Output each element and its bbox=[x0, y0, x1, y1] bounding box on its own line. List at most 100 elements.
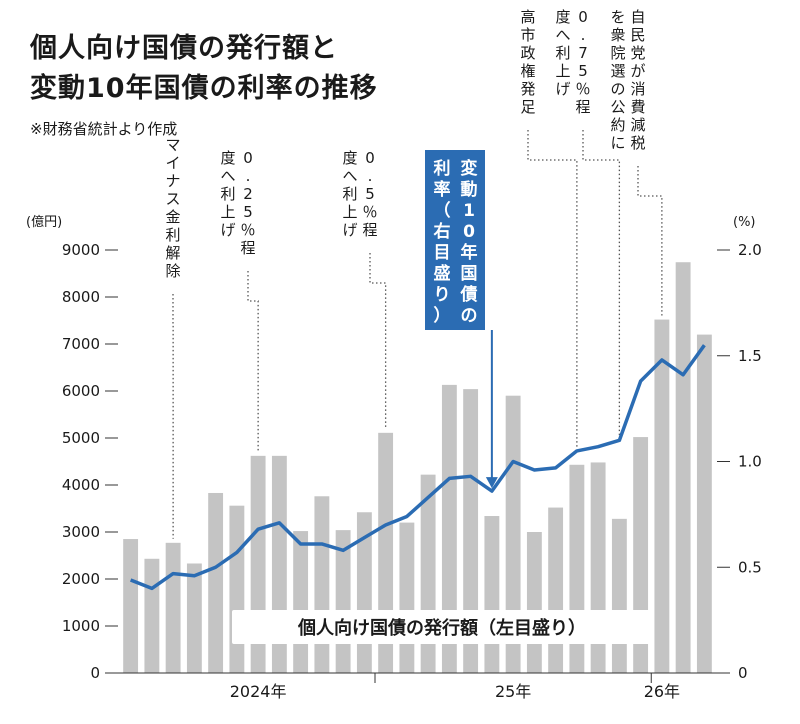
bar bbox=[463, 389, 479, 673]
annotation-char: ％ bbox=[362, 203, 377, 221]
bar bbox=[548, 507, 564, 673]
annotation-char: ％ bbox=[575, 80, 590, 98]
bar bbox=[208, 492, 224, 673]
annotation-char: 民 bbox=[630, 26, 645, 44]
annotation-char: 衆 bbox=[610, 26, 625, 44]
annotation-char: 5 bbox=[365, 185, 375, 203]
legend-box bbox=[232, 610, 652, 644]
annotation-char: 7 bbox=[578, 44, 588, 62]
annotation-char: 2 bbox=[243, 185, 253, 203]
annotation-char: 5 bbox=[243, 203, 253, 221]
annotation-char: げ bbox=[555, 80, 570, 98]
annotation-char: 利 bbox=[220, 185, 235, 203]
bar bbox=[611, 518, 627, 673]
annotation-char: . bbox=[368, 167, 373, 185]
annotation-char: ス bbox=[165, 190, 180, 208]
annotation-char: 上 bbox=[555, 62, 570, 80]
annotation-char: 利 bbox=[165, 226, 180, 244]
annotation-char: に bbox=[610, 134, 625, 152]
annotation-char: を bbox=[610, 8, 625, 26]
source-note: ※財務省統計より作成 bbox=[30, 120, 178, 138]
annotation-char: 除 bbox=[165, 262, 180, 280]
annotation-char: 発 bbox=[520, 80, 535, 98]
line-label-char: 目 bbox=[434, 243, 451, 263]
bar bbox=[696, 334, 712, 673]
annotation-char: 程 bbox=[362, 221, 377, 239]
annotation-char: の bbox=[610, 80, 625, 98]
annotation-char: へ bbox=[555, 26, 570, 44]
annotation-char: 税 bbox=[630, 134, 645, 152]
x-axis-label: 25年 bbox=[495, 682, 531, 701]
bar bbox=[123, 539, 139, 673]
line-label-char: 動 bbox=[461, 179, 478, 200]
bar bbox=[654, 319, 670, 673]
right-tick-label: 1.5 bbox=[738, 347, 762, 365]
annotation-char: マ bbox=[165, 136, 180, 154]
left-tick-label: 9000 bbox=[62, 241, 100, 259]
annotation-char: 上 bbox=[220, 203, 235, 221]
annotation-char: . bbox=[581, 26, 586, 44]
annotation-char: 解 bbox=[165, 244, 180, 262]
left-tick-label: 3000 bbox=[62, 523, 100, 541]
annotation-char: イ bbox=[165, 154, 180, 172]
annotation-char: 約 bbox=[610, 116, 625, 134]
annotation-leader bbox=[247, 271, 259, 452]
annotation-char: げ bbox=[220, 221, 235, 239]
left-tick-label: 8000 bbox=[62, 288, 100, 306]
left-tick-label: 6000 bbox=[62, 382, 100, 400]
line-label-char: 国 bbox=[461, 264, 478, 284]
bar bbox=[675, 262, 691, 673]
line-label-char: 盛 bbox=[434, 263, 451, 284]
bar bbox=[314, 496, 330, 673]
annotation-char: 度 bbox=[342, 149, 357, 167]
left-axis-unit: (億円) bbox=[26, 214, 62, 230]
bar bbox=[186, 563, 202, 673]
line-label-char: 債 bbox=[460, 284, 478, 305]
right-tick-label: 0.5 bbox=[738, 558, 762, 576]
annotation-char: 党 bbox=[630, 44, 645, 62]
annotation-char: 減 bbox=[630, 116, 645, 134]
annotation-char: 程 bbox=[575, 98, 590, 116]
right-tick-label: 2.0 bbox=[738, 241, 762, 259]
right-tick-label: 1.0 bbox=[738, 453, 762, 471]
x-axis-label: 2024年 bbox=[230, 682, 287, 701]
annotation-char: 程 bbox=[240, 239, 255, 257]
annotation-char: 上 bbox=[342, 203, 357, 221]
annotation-char: ％ bbox=[240, 221, 255, 239]
chart-title-line2: 変動10年国債の利率の推移 bbox=[30, 73, 378, 104]
annotation-char: へ bbox=[220, 167, 235, 185]
left-tick-label: 0 bbox=[90, 664, 100, 682]
annotation-leader bbox=[527, 130, 578, 447]
annotation-char: 政 bbox=[520, 44, 535, 62]
annotation-char: 消 bbox=[630, 80, 645, 98]
bar bbox=[293, 531, 309, 673]
annotation-char: 利 bbox=[342, 185, 357, 203]
annotation-char: ナ bbox=[165, 172, 180, 190]
annotation-char: 公 bbox=[610, 98, 625, 116]
line-label-char: 率 bbox=[434, 179, 451, 200]
left-tick-label: 7000 bbox=[62, 335, 100, 353]
annotation-char: 度 bbox=[555, 8, 570, 26]
line-label-box bbox=[425, 150, 485, 330]
left-tick-label: 4000 bbox=[62, 476, 100, 494]
annotation-char: 度 bbox=[220, 149, 235, 167]
bar bbox=[165, 542, 181, 673]
bar bbox=[144, 558, 160, 673]
annotation-char: 0 bbox=[578, 8, 588, 26]
annotation-leader bbox=[637, 166, 663, 316]
rate-line bbox=[129, 344, 706, 591]
line-label-char: 年 bbox=[461, 242, 478, 263]
right-axis-unit: (%) bbox=[733, 215, 756, 230]
bar bbox=[399, 522, 415, 673]
annotation-char: へ bbox=[342, 167, 357, 185]
line-label-char: 0 bbox=[463, 222, 475, 242]
annotation-char: 利 bbox=[555, 44, 570, 62]
annotation-char: げ bbox=[342, 221, 357, 239]
line-label-char: り bbox=[434, 285, 451, 305]
annotation-char: 足 bbox=[520, 98, 535, 116]
left-tick-label: 1000 bbox=[62, 617, 100, 635]
annotation-char: 0 bbox=[365, 149, 375, 167]
line-label-char: の bbox=[461, 306, 478, 326]
annotation-leader bbox=[369, 253, 387, 429]
